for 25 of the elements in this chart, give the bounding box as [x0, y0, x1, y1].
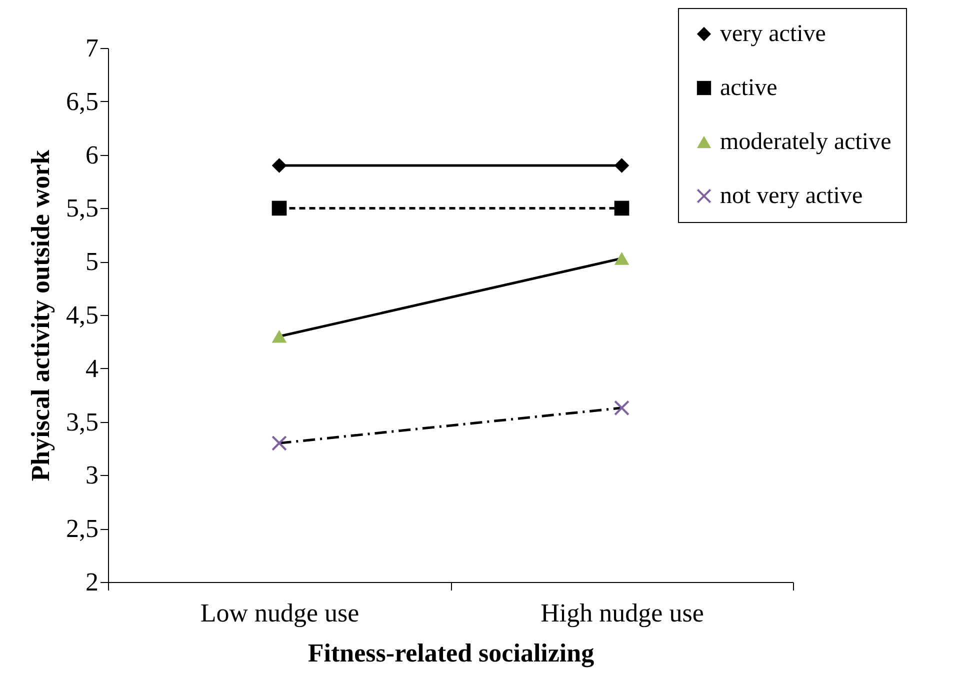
point [614, 158, 630, 173]
y-tick-label: 3,5 [66, 407, 98, 436]
point [272, 158, 287, 173]
y-tick-label: 3 [86, 460, 98, 490]
y-tick-label: 2 [86, 568, 98, 596]
y-tick-label: 6,5 [66, 86, 98, 116]
x-tick-label: High nudge use [540, 598, 704, 628]
y-tick-label: 4,5 [66, 300, 98, 330]
y-tick-label: 7 [86, 34, 98, 62]
y-tick-label: 4 [86, 354, 98, 383]
legend-label: very active [720, 21, 826, 47]
y-tick-label: 5,5 [66, 194, 98, 223]
x-axis-title: Fitness-related socializing [308, 638, 594, 668]
y-tick-label: 6 [86, 140, 98, 170]
legend-label: not very active [720, 183, 863, 209]
legend-label: active [720, 75, 778, 101]
y-tick-label: 2,5 [66, 514, 98, 544]
point [614, 200, 630, 216]
point [272, 200, 287, 216]
point [614, 400, 630, 416]
point [272, 436, 287, 451]
x-tick-label: Low nudge use [200, 598, 360, 628]
legend-label: moderately active [720, 129, 892, 155]
y-tick-label: 5 [86, 247, 98, 276]
y-axis-title: Phyiscal activity outside work [26, 149, 55, 482]
